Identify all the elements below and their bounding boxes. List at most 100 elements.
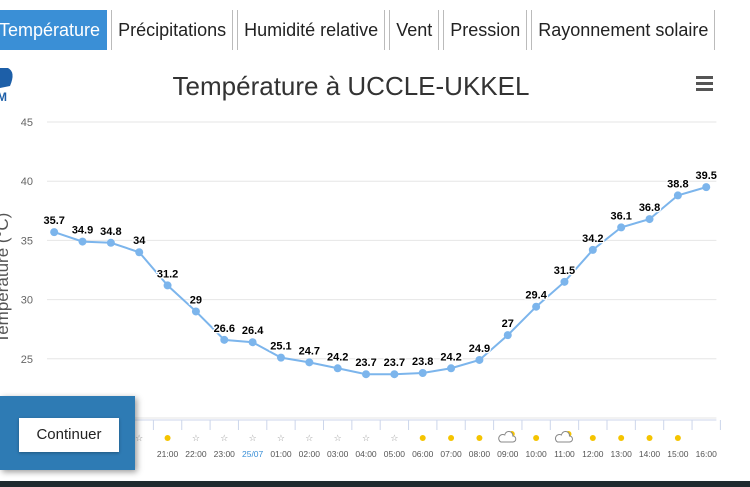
x-tick-label: 01:00: [270, 449, 292, 459]
data-point: [560, 277, 569, 286]
y-tick-label: 30: [21, 295, 33, 307]
x-tick-label: 25/07: [242, 449, 264, 459]
sun-icon: [589, 435, 596, 441]
data-label: 34.8: [100, 226, 121, 238]
data-label: 24.2: [327, 351, 348, 363]
data-point: [135, 248, 144, 257]
data-point: [248, 338, 257, 347]
cookie-overlay: Continuer: [0, 396, 135, 470]
cloud-icon: [498, 431, 517, 443]
data-label: 34.9: [72, 225, 93, 237]
data-label: 36.8: [639, 202, 660, 214]
data-point: [220, 335, 229, 344]
tab[interactable]: Rayonnement solaire: [531, 10, 716, 50]
sun-icon: [419, 435, 426, 441]
x-tick-label: 03:00: [327, 449, 349, 459]
sun-icon: [674, 435, 681, 441]
data-point: [276, 353, 285, 362]
data-point: [163, 281, 172, 290]
x-tick-label: 15:00: [667, 449, 689, 459]
data-label: 34: [133, 235, 146, 247]
tab[interactable]: Pression: [443, 10, 528, 50]
sun-icon: [533, 435, 540, 441]
y-tick-label: 45: [21, 117, 33, 129]
data-point: [503, 331, 512, 340]
cloud-icon: [554, 431, 573, 443]
data-point: [645, 215, 654, 224]
menu-icon[interactable]: [696, 76, 713, 91]
data-label: 29: [190, 294, 202, 306]
data-point: [673, 191, 682, 200]
tab[interactable]: Précipitations: [111, 10, 234, 50]
sun-icon: [476, 435, 483, 441]
x-tick-label: 05:00: [384, 449, 406, 459]
continue-button[interactable]: Continuer: [19, 418, 119, 452]
sun-icon: [618, 435, 625, 441]
chart-title: Température à UCCLE-UKKEL: [173, 71, 530, 101]
night-icon: ☆: [390, 433, 398, 443]
night-icon: ☆: [362, 433, 370, 443]
x-tick-label: 21:00: [157, 449, 179, 459]
x-tick-label: 08:00: [469, 449, 491, 459]
data-point: [702, 183, 711, 192]
tab-bar: Température Précipitations Humidité rela…: [0, 10, 719, 50]
y-tick-label: 40: [21, 176, 33, 188]
data-point: [418, 369, 427, 378]
data-point: [447, 364, 456, 373]
data-label: 26.4: [242, 325, 264, 337]
data-label: 36.1: [610, 210, 631, 222]
x-tick-label: 10:00: [525, 449, 547, 459]
data-point: [106, 238, 115, 247]
tab[interactable]: Humidité relative: [237, 10, 386, 50]
logo-text: M: [0, 90, 7, 104]
data-point: [475, 355, 484, 364]
data-label: 23.8: [412, 356, 433, 368]
data-label: 34.2: [582, 233, 603, 245]
data-label: 23.7: [384, 357, 405, 369]
y-axis-label: Température (°C): [0, 213, 12, 344]
night-icon: ☆: [334, 433, 342, 443]
night-icon: ☆: [135, 433, 143, 443]
night-icon: ☆: [305, 433, 313, 443]
x-tick-label: 12:00: [582, 449, 604, 459]
data-label: 24.9: [469, 343, 490, 355]
x-tick-label: 02:00: [299, 449, 321, 459]
data-point: [78, 237, 87, 246]
tab[interactable]: Vent: [389, 10, 440, 50]
data-point: [333, 364, 342, 373]
data-point: [305, 358, 314, 367]
x-tick-label: 14:00: [639, 449, 661, 459]
x-tick-label: 07:00: [440, 449, 462, 459]
logo: [0, 68, 13, 88]
night-icon: ☆: [220, 433, 228, 443]
data-label: 35.7: [43, 215, 64, 227]
night-icon: ☆: [277, 433, 285, 443]
data-point: [588, 245, 597, 254]
sun-icon: [164, 435, 171, 441]
data-label: 39.5: [696, 170, 717, 182]
scrollbar: [0, 481, 750, 487]
y-tick-label: 35: [21, 235, 33, 247]
x-tick-label: 04:00: [355, 449, 377, 459]
y-tick-label: 25: [21, 354, 33, 366]
data-point: [50, 228, 59, 237]
night-icon: ☆: [249, 433, 257, 443]
tab[interactable]: Température: [0, 10, 108, 50]
data-label: 25.1: [270, 341, 291, 353]
data-label: 24.2: [440, 351, 461, 363]
x-tick-label: 09:00: [497, 449, 519, 459]
night-icon: ☆: [192, 433, 200, 443]
sun-icon: [646, 435, 653, 441]
data-label: 31.2: [157, 268, 178, 280]
x-tick-label: 23:00: [214, 449, 236, 459]
x-tick-label: 11:00: [554, 449, 575, 459]
data-label: 23.7: [355, 357, 376, 369]
data-point: [191, 307, 200, 316]
x-tick-label: 06:00: [412, 449, 434, 459]
data-label: 27: [502, 318, 514, 330]
data-point: [390, 370, 399, 379]
x-tick-label: 22:00: [185, 449, 207, 459]
data-point: [362, 370, 371, 379]
